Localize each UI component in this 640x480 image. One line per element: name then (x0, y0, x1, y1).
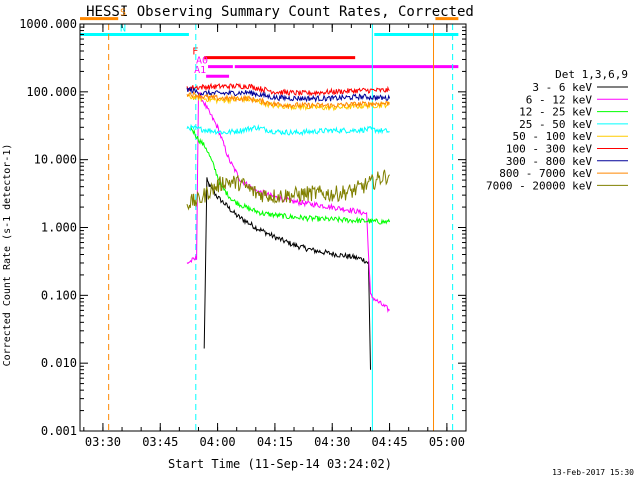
y-tick-label-2: 10.000 (34, 153, 77, 167)
x-tick-label-3: 04:15 (257, 435, 293, 449)
series-lines (186, 82, 391, 370)
legend-label-7: 800 - 7000 keV (499, 167, 592, 180)
series-line-2 (190, 125, 391, 225)
y-tick-label-5: 0.010 (41, 356, 77, 370)
plot-frame (79, 23, 467, 432)
axes: 1000.000 100.000 10.000 1.000 0.100 0.010 0.00… (19, 17, 467, 449)
legend-label-4: 50 - 100 keV (513, 130, 593, 143)
x-axis-label: Start Time (11-Sep-14 03:24:02) (168, 457, 392, 471)
legend-label-1: 6 - 12 keV (526, 93, 593, 106)
legend-label-0: 3 - 6 keV (532, 81, 592, 94)
flag-label-N: N (120, 24, 126, 35)
x-tick-label-1: 03:45 (142, 435, 178, 449)
series-line-7 (186, 91, 390, 110)
series-line-0 (203, 177, 371, 370)
legend-label-8: 7000 - 20000 keV (486, 179, 592, 192)
y-tick-label-6: 0.001 (41, 424, 77, 438)
series-line-3 (186, 123, 390, 137)
x-tick-label-0: 03:30 (85, 435, 121, 449)
flag-label-A1: A1 (194, 65, 206, 76)
vertical-marker-lines (79, 24, 467, 431)
x-tick-label-6: 05:00 (429, 435, 465, 449)
legend-title: Det 1,3,6,9 (555, 68, 628, 81)
legend-label-3: 25 - 50 keV (519, 118, 592, 131)
series-line-1 (186, 91, 390, 314)
y-axis-label: Corrected Count Rate (s-1 detector-1) (2, 144, 13, 367)
x-tick-label-2: 04:00 (200, 435, 236, 449)
series-line-8 (186, 169, 390, 211)
flag-label-F: F (192, 47, 198, 58)
y-tick-label-4: 0.100 (41, 288, 77, 302)
y-tick-label-3: 1.000 (41, 221, 77, 235)
y-tick-label-1: 100.000 (26, 85, 77, 99)
legend-label-2: 12 - 25 keV (519, 106, 592, 119)
legend-label-5: 100 - 300 keV (506, 143, 592, 156)
x-tick-label-5: 04:45 (372, 435, 408, 449)
legend-label-6: 300 - 800 keV (506, 155, 592, 168)
series-line-5 (186, 82, 390, 97)
chart-title: HESSI Observing Summary Count Rates, Cor… (86, 4, 474, 20)
flag-label-S: S (120, 8, 126, 19)
series-line-6 (186, 86, 391, 103)
footer-timestamp: 13-Feb-2017 15:30 (552, 468, 634, 477)
x-tick-label-4: 04:30 (314, 435, 350, 449)
y-tick-label-0: 1000.000 (19, 17, 77, 31)
flag-label-A0: A0 (196, 56, 208, 67)
